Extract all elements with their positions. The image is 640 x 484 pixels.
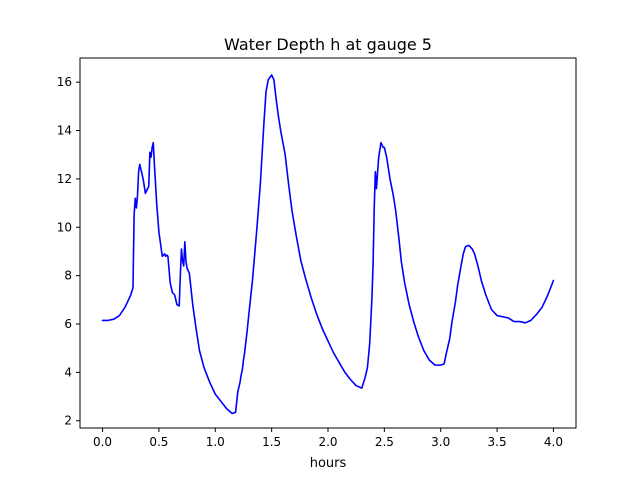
x-tick-label: 1.5 bbox=[262, 435, 281, 449]
y-tick-label: 16 bbox=[57, 75, 72, 89]
y-tick-label: 4 bbox=[64, 365, 72, 379]
axes-frame bbox=[79, 57, 577, 429]
x-tick-label: 2.5 bbox=[375, 435, 394, 449]
y-tick-label: 12 bbox=[57, 172, 72, 186]
x-tick-label: 3.5 bbox=[488, 435, 507, 449]
x-tick-label: 3.0 bbox=[431, 435, 450, 449]
y-tick-label: 2 bbox=[64, 414, 72, 428]
y-axis: 2 4 6 8 10 12 14 16 bbox=[57, 75, 80, 428]
x-axis: 0.0 0.5 1.0 1.5 2.0 2.5 3.0 3.5 4.0 bbox=[93, 428, 563, 449]
x-tick-label: 0.0 bbox=[93, 435, 112, 449]
x-axis-label: hours bbox=[310, 456, 347, 471]
series-line-0 bbox=[101, 74, 555, 415]
x-tick-label: 2.0 bbox=[318, 435, 337, 449]
chart-title: Water Depth h at gauge 5 bbox=[224, 35, 432, 54]
y-tick-label: 8 bbox=[64, 269, 72, 283]
x-tick-label: 4.0 bbox=[544, 435, 563, 449]
y-tick-label: 6 bbox=[64, 317, 72, 331]
y-tick-label: 10 bbox=[57, 220, 72, 234]
x-tick-label: 0.5 bbox=[149, 435, 168, 449]
x-tick-label: 1.0 bbox=[206, 435, 225, 449]
y-tick-label: 14 bbox=[57, 124, 72, 138]
plot-area bbox=[101, 74, 555, 415]
